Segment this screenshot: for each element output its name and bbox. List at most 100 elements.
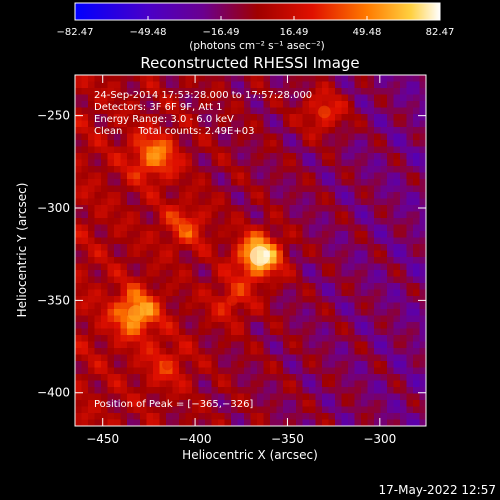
heatmap-cell [114,257,122,265]
heatmap-cell [257,380,265,388]
heatmap-cell [140,257,148,265]
heatmap-cell [315,302,323,310]
heatmap-cell [231,361,239,369]
heatmap-cell [309,237,317,245]
heatmap-cell [244,302,252,310]
heatmap-cell [114,192,122,200]
heatmap-cell [237,283,245,291]
heatmap-cell [224,153,232,161]
heatmap-cell [114,224,122,232]
heatmap-cell [283,341,291,349]
heatmap-cell [244,127,252,135]
heatmap-cell [250,315,258,323]
heatmap-cell [328,114,336,122]
heatmap-cell [296,387,304,395]
heatmap-cell [218,328,226,336]
heatmap-cell [419,218,426,226]
heatmap-cell [289,374,297,382]
heatmap-cell [276,289,284,297]
heatmap-cell [374,302,382,310]
heatmap-cell [302,107,310,115]
heatmap-cell [328,133,336,141]
heatmap-cell [335,120,343,128]
heatmap-cell [400,153,408,161]
heatmap-cell [335,276,343,284]
heatmap-cell [361,146,369,154]
heatmap-cell [380,172,388,180]
heatmap-cell [406,354,414,362]
heatmap-cell [270,393,278,401]
heatmap-cell [367,419,375,426]
heatmap-cell [276,322,284,330]
heatmap-cell [400,107,408,115]
heatmap-cell [289,335,297,343]
heatmap-cell [250,374,258,382]
heatmap-cell [380,296,388,304]
heatmap-cell [367,270,375,278]
heatmap-cell [159,140,167,148]
heatmap-cell [133,250,141,258]
heatmap-cell [348,413,356,421]
heatmap-cell [237,153,245,161]
heatmap-cell [393,374,401,382]
heatmap-cell [166,296,174,304]
heatmap-cell [101,341,109,349]
heatmap-cell [263,419,271,426]
heatmap-cell [107,244,115,252]
heatmap-cell [276,257,284,265]
heatmap-cell [263,328,271,336]
heatmap-cell [185,153,193,161]
heatmap-cell [88,198,96,206]
heatmap-cell [348,270,356,278]
heatmap-cell [374,146,382,154]
heatmap-cell [120,393,128,401]
heatmap-cell [75,88,83,96]
heatmap-cell [328,218,336,226]
heatmap-cell [270,146,278,154]
heatmap-cell [166,348,174,356]
heatmap-cell [341,348,349,356]
heatmap-cell [406,283,414,291]
heatmap-cell [387,192,395,200]
heatmap-cell [348,166,356,174]
heatmap-cell [192,335,200,343]
heatmap-cell [88,387,96,395]
heatmap-cell [244,159,252,167]
heatmap-cell [166,231,174,239]
heatmap-cell [309,348,317,356]
heatmap-cell [309,270,317,278]
heatmap-cell [380,387,388,395]
heatmap-cell [88,309,96,317]
heatmap-cell [296,361,304,369]
heatmap-cell [257,133,265,141]
heatmap-cell [419,133,426,141]
heatmap-cell [140,406,148,414]
heatmap-cell [309,413,317,421]
heatmap-cell [244,146,252,154]
heatmap-cell [250,270,258,278]
heatmap-cell [361,367,369,375]
heatmap-cell [413,374,421,382]
heatmap-cell [348,81,356,89]
heatmap-cell [198,81,206,89]
heatmap-cell [354,153,362,161]
heatmap-cell [114,231,122,239]
heatmap-cell [179,400,187,408]
heatmap-cell [205,354,213,362]
heatmap-cell [153,406,161,414]
heatmap-cell [309,114,317,122]
heatmap-cell [127,172,135,180]
heatmap-cell [322,419,330,426]
heatmap-cell [179,140,187,148]
heatmap-cell [341,140,349,148]
heatmap-cell [127,361,135,369]
heatmap-cell [81,107,89,115]
heatmap-cell [205,140,213,148]
heatmap-cell [198,205,206,213]
heatmap-cell [146,406,154,414]
heatmap-cell [205,250,213,258]
heatmap-cell [94,244,102,252]
heatmap-cell [120,172,128,180]
heatmap-cell [380,205,388,213]
heatmap-cell [367,94,375,102]
